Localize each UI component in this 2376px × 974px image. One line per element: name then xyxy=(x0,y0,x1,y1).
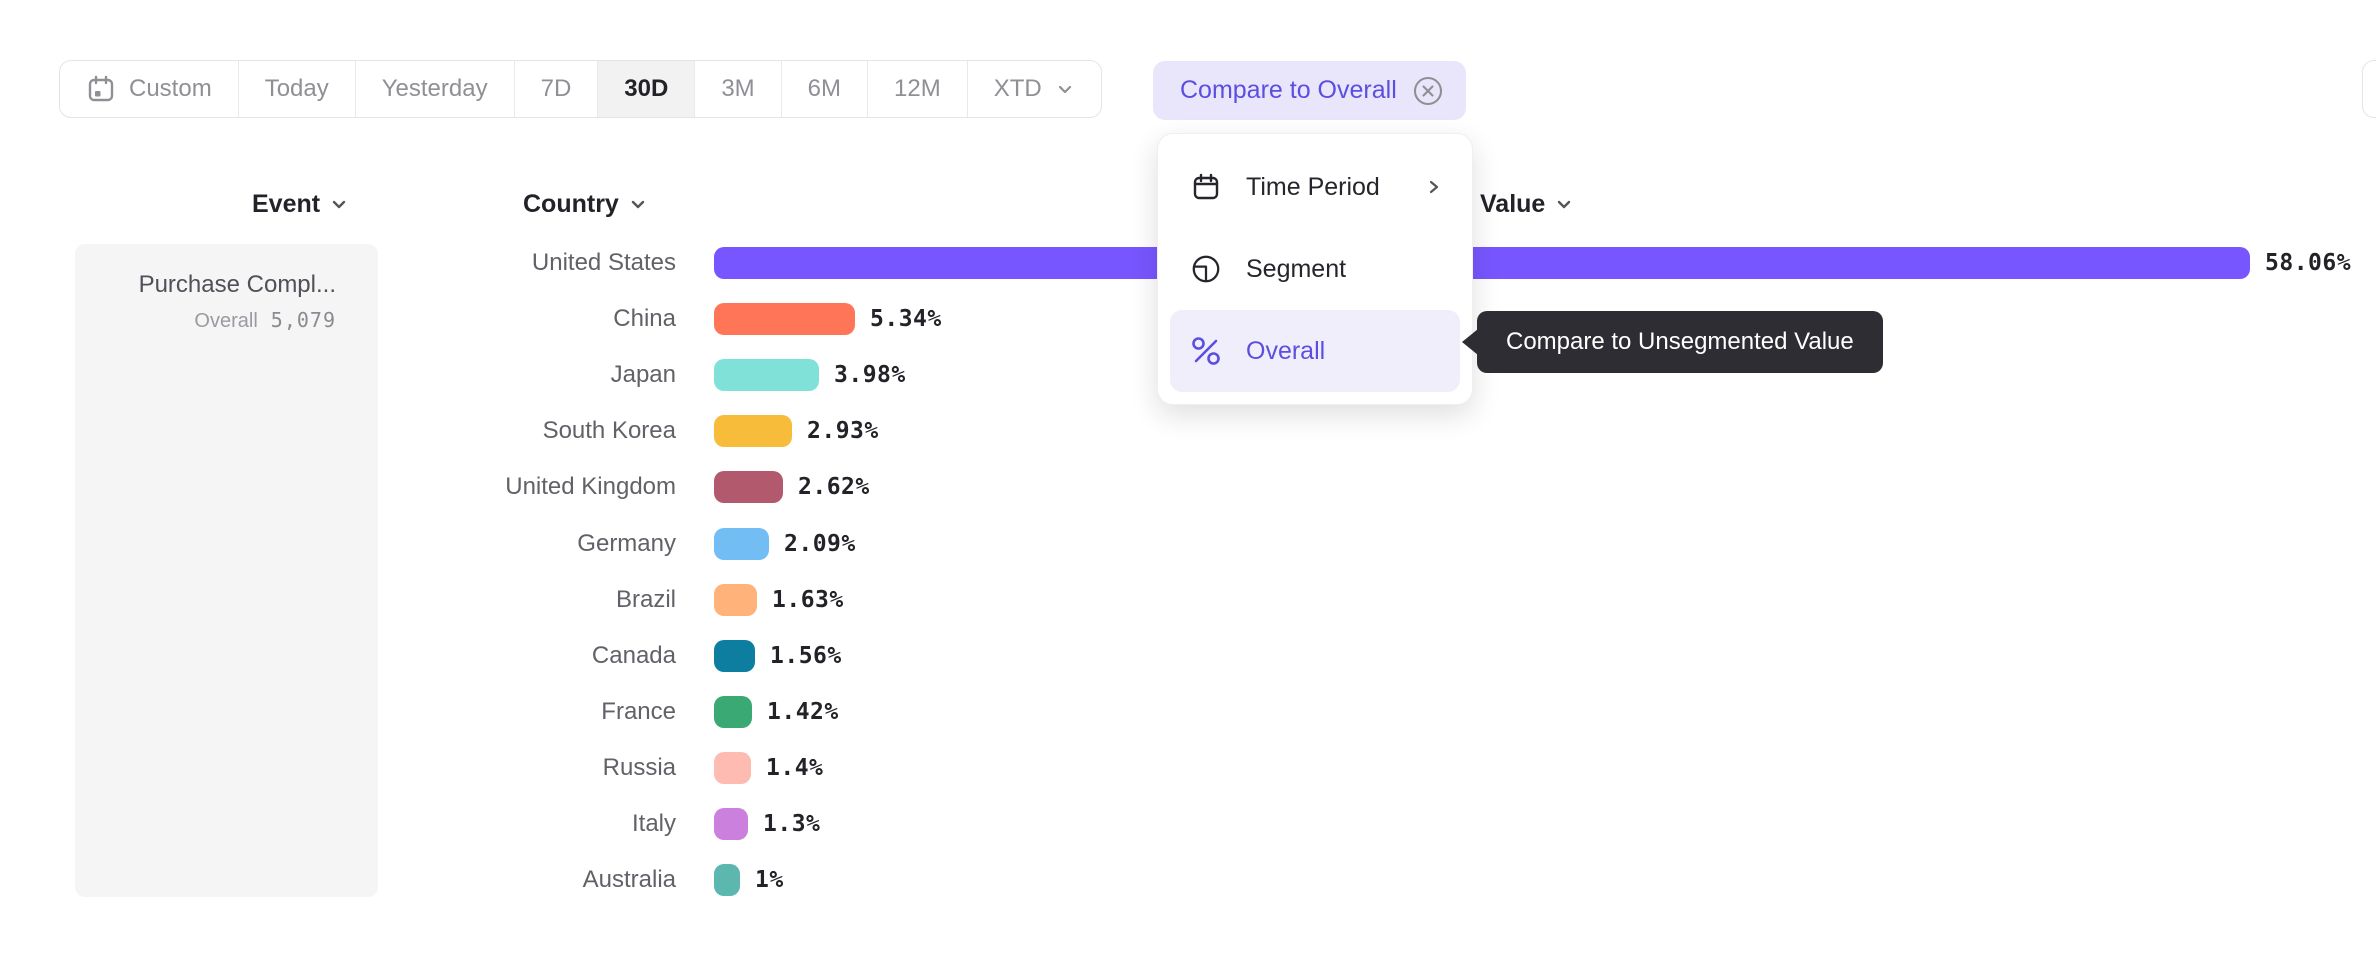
menu-item-segment[interactable]: Segment xyxy=(1170,228,1460,310)
value-label-japan: 3.98% xyxy=(834,362,906,388)
range-xtd-button[interactable]: XTD xyxy=(968,61,1101,117)
menu-item-label: Time Period xyxy=(1246,172,1380,201)
value-label-china: 5.34% xyxy=(870,306,942,332)
country-header-label: Country xyxy=(523,189,619,218)
value-label-russia: 1.4% xyxy=(766,755,824,781)
overall-value: 5,079 xyxy=(270,308,336,332)
bar-germany[interactable] xyxy=(714,528,769,560)
country-label-brazil[interactable]: Brazil xyxy=(615,586,676,613)
chevron-down-icon xyxy=(329,194,349,214)
bar-russia[interactable] xyxy=(714,752,751,784)
menu-item-overall[interactable]: Overall xyxy=(1170,310,1460,392)
value-label-united-states: 58.06% xyxy=(2265,250,2352,276)
chevron-down-icon xyxy=(1055,79,1075,99)
value-label-united-kingdom: 2.62% xyxy=(798,474,870,500)
menu-item-label: Segment xyxy=(1246,254,1347,283)
bar-china[interactable] xyxy=(714,303,855,335)
range-3m-label: 3M xyxy=(721,75,755,102)
range-30d-button[interactable]: 30D xyxy=(598,61,696,117)
event-overall-row: Overall 5,079 xyxy=(87,308,336,333)
value-label-germany: 2.09% xyxy=(784,531,856,557)
bar-japan[interactable] xyxy=(714,359,819,391)
value-label-south-korea: 2.93% xyxy=(807,418,879,444)
range-today-label: Today xyxy=(264,75,329,102)
compare-dropdown-menu: Time Period Segment Overall xyxy=(1157,133,1473,405)
value-label-brazil: 1.63% xyxy=(772,587,844,613)
bar-canada[interactable] xyxy=(714,640,755,672)
event-name: Purchase Compl... xyxy=(138,271,336,298)
value-label-canada: 1.56% xyxy=(770,643,842,669)
overall-label: Overall xyxy=(194,310,258,332)
range-30d-label: 30D xyxy=(624,75,669,102)
country-label-united-kingdom[interactable]: United Kingdom xyxy=(505,473,676,500)
country-label-australia[interactable]: Australia xyxy=(582,866,676,893)
range-12m-label: 12M xyxy=(894,75,941,102)
country-label-italy[interactable]: Italy xyxy=(631,810,676,837)
country-label-russia[interactable]: Russia xyxy=(602,754,676,781)
event-column-header[interactable]: Event xyxy=(252,189,349,219)
percent-icon xyxy=(1190,335,1222,367)
event-header-label: Event xyxy=(252,189,321,218)
bar-italy[interactable] xyxy=(714,808,748,840)
range-yesterday-label: Yesterday xyxy=(381,75,488,102)
country-column-header[interactable]: Country xyxy=(523,189,648,219)
overall-tooltip: Compare to Unsegmented Value xyxy=(1462,311,1883,373)
segment-icon xyxy=(1190,253,1222,285)
country-label-south-korea[interactable]: South Korea xyxy=(542,417,676,444)
range-xtd-label: XTD xyxy=(993,75,1042,102)
value-label-australia: 1% xyxy=(755,867,784,893)
country-label-japan[interactable]: Japan xyxy=(610,361,676,388)
calendar-icon xyxy=(86,74,116,104)
tooltip-arrow-icon xyxy=(1462,329,1478,355)
tooltip-text: Compare to Unsegmented Value xyxy=(1506,328,1854,355)
country-label-united-states[interactable]: United States xyxy=(531,249,676,276)
value-header-label: Value xyxy=(1480,189,1546,218)
value-label-france: 1.42% xyxy=(767,699,839,725)
value-label-italy: 1.3% xyxy=(763,811,821,837)
bar-south-korea[interactable] xyxy=(714,415,792,447)
country-label-france[interactable]: France xyxy=(601,698,676,725)
calendar-icon xyxy=(1190,171,1222,203)
chevron-down-icon xyxy=(628,194,648,214)
bar-united-states[interactable] xyxy=(714,247,2250,279)
range-custom-button[interactable]: Custom xyxy=(60,61,239,117)
range-yesterday-button[interactable]: Yesterday xyxy=(356,61,515,117)
country-label-china[interactable]: China xyxy=(613,305,676,332)
bar-united-kingdom[interactable] xyxy=(714,471,783,503)
range-7d-label: 7D xyxy=(540,75,572,102)
country-label-germany[interactable]: Germany xyxy=(577,530,676,557)
chevron-down-icon xyxy=(1554,194,1574,214)
country-label-canada[interactable]: Canada xyxy=(591,642,676,669)
chevron-right-icon xyxy=(1424,177,1444,197)
date-range-toolbar: Custom Today Yesterday 7D 30D 3M 6M 12M … xyxy=(59,60,1102,118)
bar-brazil[interactable] xyxy=(714,584,757,616)
menu-item-time-period[interactable]: Time Period xyxy=(1170,146,1460,228)
bar-australia[interactable] xyxy=(714,864,740,896)
range-7d-button[interactable]: 7D xyxy=(515,61,599,117)
value-column-header[interactable]: Value xyxy=(1480,189,1574,219)
range-6m-button[interactable]: 6M xyxy=(782,61,868,117)
event-panel[interactable]: Purchase Compl... Overall 5,079 xyxy=(75,244,378,897)
range-today-button[interactable]: Today xyxy=(239,61,356,117)
menu-item-label: Overall xyxy=(1246,336,1326,365)
range-12m-button[interactable]: 12M xyxy=(868,61,968,117)
x-circle-icon[interactable] xyxy=(1412,75,1444,107)
range-6m-label: 6M xyxy=(807,75,841,102)
range-3m-button[interactable]: 3M xyxy=(695,61,782,117)
compare-to-overall-chip[interactable]: Compare to Overall xyxy=(1153,61,1466,120)
compare-chip-label: Compare to Overall xyxy=(1180,76,1397,104)
bar-france[interactable] xyxy=(714,696,752,728)
range-custom-label: Custom xyxy=(129,75,212,102)
